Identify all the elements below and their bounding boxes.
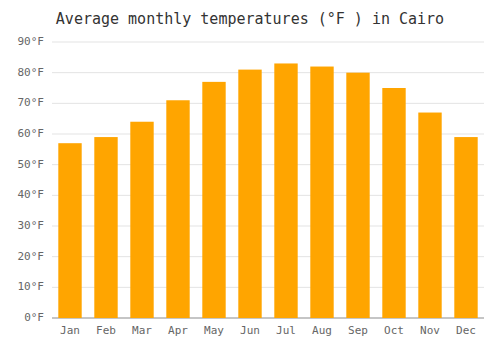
bar	[418, 113, 441, 318]
x-tick-label: Jun	[240, 324, 260, 337]
x-tick-label: Sep	[348, 324, 368, 337]
bar	[58, 143, 81, 318]
y-tick-label: 90°F	[18, 35, 45, 48]
bar	[382, 88, 405, 318]
y-tick-label: 40°F	[18, 188, 45, 201]
y-tick-label: 0°F	[24, 311, 44, 324]
x-axis: Jan Feb Mar Apr May Jun Jul Aug Sep Oct Nov Dec	[60, 324, 476, 337]
y-tick-label: 80°F	[18, 66, 45, 79]
x-tick-label: Dec	[456, 324, 476, 337]
y-tick-label: 30°F	[18, 219, 45, 232]
bar	[202, 82, 225, 318]
bar	[310, 67, 333, 318]
y-axis: 0°F 10°F 20°F 30°F 40°F 50°F 60°F 70°F 80°F 90°F	[18, 35, 45, 324]
bars	[58, 63, 477, 318]
chart-container: 0°F 10°F 20°F 30°F 40°F 50°F 60°F 70°F 80°F 90°F J…	[0, 0, 500, 350]
title: Average monthly temperatures (°F ) in Ca…	[56, 10, 444, 28]
grid-line	[52, 103, 484, 104]
bar	[166, 100, 189, 318]
x-tick-label: Aug	[312, 324, 332, 337]
bar	[346, 73, 369, 318]
bar	[454, 137, 477, 318]
bar	[130, 122, 153, 318]
x-tick-label: Jan	[60, 324, 80, 337]
x-tick-label: Apr	[168, 324, 188, 337]
grid-line	[52, 42, 484, 43]
grid-line	[52, 72, 484, 73]
x-tick-label: Nov	[420, 324, 440, 337]
x-tick-label: Feb	[96, 324, 116, 337]
x-tick-label: May	[204, 324, 224, 337]
y-grid	[52, 42, 484, 318]
x-tick-label: Oct	[384, 324, 404, 337]
bar	[238, 70, 261, 318]
x-tick-label: Jul	[276, 324, 296, 337]
bar	[94, 137, 117, 318]
y-tick-label: 20°F	[18, 250, 45, 263]
y-tick-label: 60°F	[18, 127, 45, 140]
y-tick-label: 10°F	[18, 280, 45, 293]
x-tick-label: Mar	[132, 324, 152, 337]
y-tick-label: 70°F	[18, 96, 45, 109]
y-tick-label: 50°F	[18, 158, 45, 171]
bar	[274, 63, 297, 318]
chart-svg: 0°F 10°F 20°F 30°F 40°F 50°F 60°F 70°F 80°F 90°F J…	[0, 0, 500, 350]
